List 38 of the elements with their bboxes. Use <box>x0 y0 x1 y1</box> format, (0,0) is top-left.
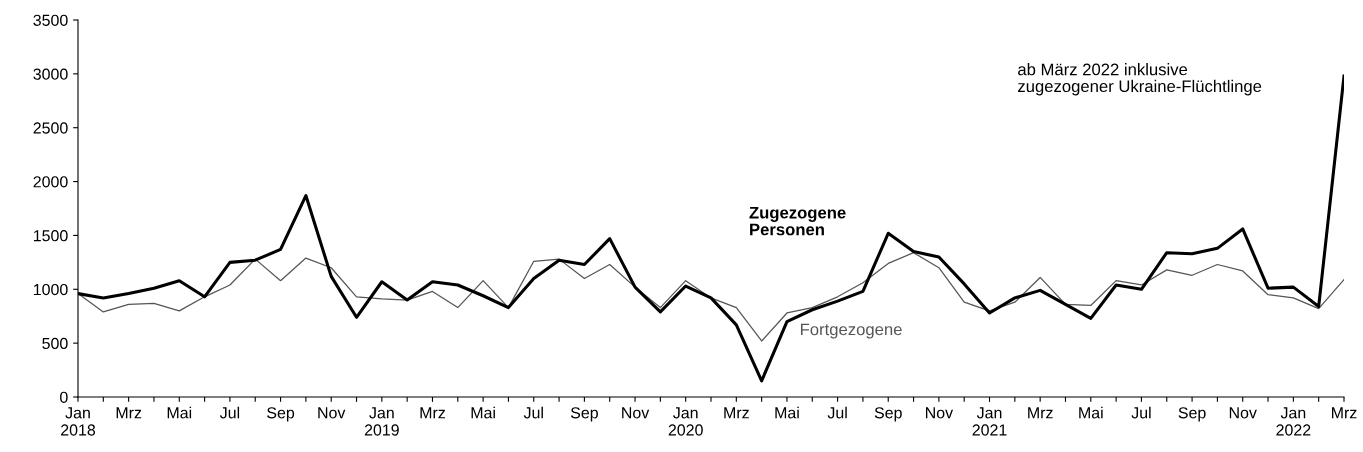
x-tick-label: Sep <box>570 407 598 422</box>
y-tick-label: 1000 <box>33 283 68 296</box>
y-tick-label: 2500 <box>33 122 68 134</box>
x-tick-label: Mrz <box>724 407 749 419</box>
y-tick-label: 1500 <box>33 230 68 242</box>
x-tick-label: Jan 2018 <box>61 407 96 436</box>
x-tick-label: Mrz <box>116 407 142 419</box>
x-tick-label: Jan 2020 <box>668 407 703 436</box>
x-tick-label: Jan 2019 <box>364 407 399 436</box>
x-tick-label: Mrz <box>1028 407 1053 419</box>
y-tick-label: 3500 <box>33 14 68 26</box>
x-tick-label: Nov <box>1229 407 1257 419</box>
x-tick-label: Jul <box>523 406 543 419</box>
x-tick-label: Mai <box>471 406 495 419</box>
x-tick-label: Sep <box>267 407 295 422</box>
x-tick-label: Sep <box>1178 407 1206 422</box>
series-label: Fortgezogene <box>800 323 902 339</box>
x-tick-label: Jan 2021 <box>972 407 1007 436</box>
x-tick-label: Jul <box>827 406 847 419</box>
x-tick-label: Sep <box>874 407 902 422</box>
x-tick-label: Mai <box>167 406 192 419</box>
y-tick-label: 2000 <box>33 176 68 188</box>
x-tick-label: Mrz <box>420 407 445 419</box>
x-tick-label: Mrz <box>1332 407 1357 419</box>
x-tick-label: Jul <box>219 406 240 419</box>
y-tick-label: 500 <box>42 337 68 350</box>
y-tick-label: 0 <box>60 391 68 403</box>
x-tick-label: Jul <box>1131 406 1151 419</box>
x-tick-label: Jan 2022 <box>1276 407 1311 436</box>
line-series <box>78 252 1344 342</box>
x-tick-label: Mai <box>1079 406 1103 419</box>
text: Zugezogene Personen <box>749 206 846 236</box>
x-tick-label: Nov <box>925 407 954 419</box>
x-tick-label: Nov <box>318 407 346 419</box>
x-tick-label: Mai <box>775 406 799 419</box>
annotation: ab März 2022 inklusive zugezogener Ukraine-Flüchtlinge <box>1018 63 1262 96</box>
x-tick-label: Nov <box>622 407 650 419</box>
y-tick-label: 3000 <box>33 68 68 80</box>
